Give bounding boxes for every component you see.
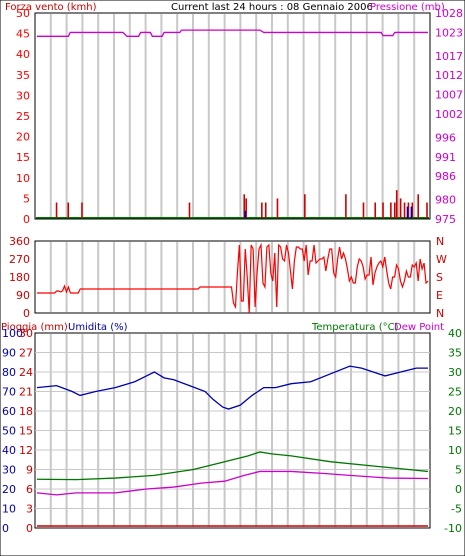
dewpoint-axis-label: Dew Point	[394, 322, 444, 333]
rain-tick-label: 3	[26, 503, 33, 516]
temperature-tick-label: 15	[448, 425, 462, 438]
rain-tick-label: 30	[19, 327, 33, 340]
rain-tick-label: 24	[19, 366, 33, 379]
wind-direction-plot-area	[34, 240, 431, 314]
humidity-temperature-panel: 0102030405060708090100036912151821242730…	[2, 327, 462, 535]
wind-tick-label: 40	[16, 48, 30, 61]
humidity-axis-label: Umidita (%)	[68, 322, 128, 333]
wind-tick-label: 0	[23, 213, 30, 226]
compass-label: E	[436, 289, 443, 302]
humidity-tick-label: 30	[2, 464, 16, 477]
rain-tick-label: 18	[19, 405, 33, 418]
rain-tick-label: 27	[19, 347, 33, 360]
compass-label: N	[436, 235, 444, 248]
temperature-tick-label: 10	[448, 444, 462, 457]
humidity-tick-label: 80	[2, 366, 16, 379]
wind-tick-label: 50	[16, 7, 30, 20]
rain-tick-label: 15	[19, 425, 33, 438]
rain-tick-label: 9	[26, 464, 33, 477]
temperature-tick-label: 25	[448, 386, 462, 399]
dewpoint-line	[36, 470, 429, 496]
wind-tick-label: 35	[16, 69, 30, 82]
pressure-tick-label: 1017	[435, 50, 463, 63]
humidity-tick-label: 20	[2, 483, 16, 496]
pressure-tick-label: 986	[435, 170, 456, 183]
temperature-tick-label: 0	[455, 483, 462, 496]
humidity-tick-label: 100	[2, 327, 23, 340]
wind-tick-label: 25	[16, 110, 30, 123]
temperature-line	[36, 451, 429, 481]
humidity-tick-label: 40	[2, 444, 16, 457]
humidity-tick-label: 50	[2, 425, 16, 438]
pressure-axis-label: Pressione (mb)	[370, 2, 445, 13]
direction-tick-label: 270	[9, 253, 30, 266]
chart-title: Current last 24 hours : 08 Gennaio 2006	[171, 2, 373, 13]
direction-tick-label: 90	[16, 289, 30, 302]
humidity-tick-label: 0	[2, 522, 9, 535]
temperature-tick-label: 30	[448, 366, 462, 379]
humidity-tick-label: 10	[2, 503, 16, 516]
wind-pressure-panel: 0 5 10 15 20 25 30 35 40 45 50 975 980 986 991 996 1002 1…	[16, 7, 463, 226]
wind-tick-label: 5	[23, 192, 30, 205]
direction-tick-label: 0	[23, 307, 30, 320]
temperature-tick-label: -5	[451, 503, 462, 516]
wind-tick-label: 30	[16, 89, 30, 102]
humidity-tick-label: 90	[2, 347, 16, 360]
wind-tick-label: 15	[16, 151, 30, 164]
temperature-tick-label: 35	[448, 347, 462, 360]
wind-tick-label: 20	[16, 131, 30, 144]
pressure-tick-label: 991	[435, 151, 456, 164]
wind-tick-label: 45	[16, 28, 30, 41]
temperature-tick-label: -10	[444, 522, 462, 535]
direction-tick-label: 180	[9, 271, 30, 284]
wind-pressure-plot-area	[34, 12, 431, 220]
humidity-tick-label: 60	[2, 405, 16, 418]
temperature-tick-label: 40	[448, 327, 462, 340]
pressure-tick-label: 1007	[435, 89, 463, 102]
rain-tick-label: 0	[26, 522, 33, 535]
temperature-axis-label: Temperatura (°C)	[311, 322, 399, 333]
humidity-line	[36, 365, 428, 410]
humidity-tick-label: 70	[2, 386, 16, 399]
rain-tick-label: 21	[19, 386, 33, 399]
direction-tick-label: 360	[9, 235, 30, 248]
pressure-tick-label: 1002	[435, 108, 463, 121]
pressure-tick-label: 975	[435, 213, 456, 226]
compass-label: N	[436, 307, 444, 320]
rain-tick-label: 12	[19, 444, 33, 457]
rain-axis-label: Pioggia (mm)	[1, 322, 68, 333]
pressure-tick-label: 1028	[435, 7, 463, 20]
rain-tick-label: 6	[26, 483, 33, 496]
temperature-tick-label: 5	[455, 464, 462, 477]
temperature-tick-label: 20	[448, 405, 462, 418]
pressure-line	[37, 29, 428, 37]
wind-tick-label: 10	[16, 172, 30, 185]
wind-direction-line	[37, 242, 429, 314]
pressure-tick-label: 1023	[435, 26, 463, 39]
compass-label: S	[436, 271, 443, 284]
wind-axis-label: Forza vento (kmh)	[5, 2, 97, 13]
pressure-tick-label: 1012	[435, 69, 463, 82]
pressure-tick-label: 980	[435, 194, 456, 207]
pressure-tick-label: 996	[435, 131, 456, 144]
compass-label: W	[436, 253, 447, 266]
